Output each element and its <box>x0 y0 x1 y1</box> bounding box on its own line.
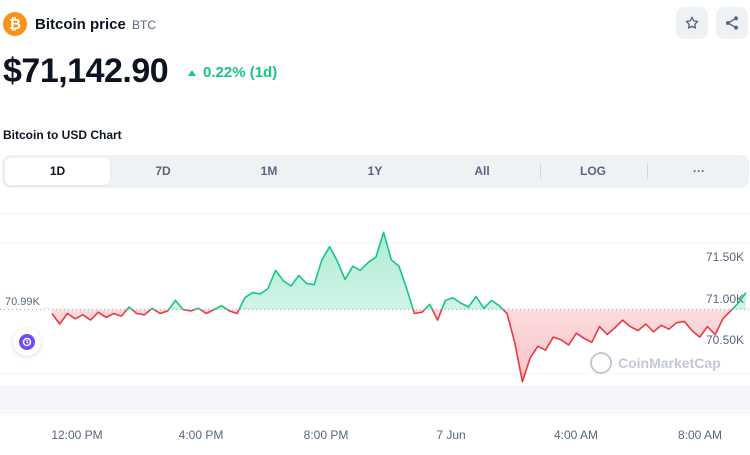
coinmarketcap-logo-icon <box>590 352 612 374</box>
star-icon <box>685 16 699 29</box>
reference-price-label: 70.99K <box>3 296 42 308</box>
history-icon <box>19 334 35 350</box>
up-triangle-icon <box>188 69 196 76</box>
x-tick-label: 4:00 AM <box>553 428 599 442</box>
tab-log[interactable]: LOG <box>580 164 606 178</box>
tab-divider <box>647 164 648 179</box>
tab-7d[interactable]: 7D <box>155 164 171 178</box>
price-change: 0.22% (1d) <box>188 64 277 81</box>
x-tick-label: 7 Jun <box>436 428 466 442</box>
y-tick-label: 71.00K <box>706 292 745 306</box>
tab-1y[interactable]: 1Y <box>367 164 383 178</box>
share-icon <box>726 16 738 30</box>
y-tick-label: 70.50K <box>706 333 745 347</box>
coinmarketcap-watermark: CoinMarketCap <box>590 352 721 374</box>
area-below-baseline <box>52 309 746 382</box>
price-chart-svg <box>0 213 750 413</box>
tab-1m[interactable]: 1M <box>260 164 278 178</box>
coin-title: Bitcoin price BTC <box>35 16 156 33</box>
coin-name: Bitcoin price <box>35 16 126 33</box>
range-selector: 1D 7D 1M 1Y All LOG ··· <box>2 155 749 188</box>
share-button[interactable] <box>716 7 748 39</box>
bitcoin-logo-icon: ₿ <box>3 12 27 36</box>
x-tick-label: 12:00 PM <box>51 428 103 442</box>
x-tick-label: 8:00 AM <box>677 428 723 442</box>
more-options-button[interactable]: ··· <box>693 164 705 178</box>
area-above-baseline <box>126 232 746 310</box>
watchlist-star-button[interactable] <box>676 7 708 39</box>
x-tick-label: 4:00 PM <box>178 428 224 442</box>
tab-divider <box>540 164 541 179</box>
chart-title: Bitcoin to USD Chart <box>3 128 122 142</box>
series-line-down <box>51 309 733 383</box>
y-tick-label: 71.50K <box>706 250 745 264</box>
price-chart[interactable] <box>0 200 750 455</box>
tab-1d[interactable]: 1D <box>5 158 110 185</box>
history-button[interactable] <box>13 328 41 356</box>
price-change-value: 0.22% (1d) <box>203 64 278 81</box>
x-tick-label: 8:00 PM <box>303 428 349 442</box>
chart-bottom-border <box>0 412 750 413</box>
series-line-up <box>125 231 747 310</box>
watermark-text: CoinMarketCap <box>618 355 721 371</box>
chart-scroll-band <box>0 386 750 410</box>
coin-header: ₿ Bitcoin price BTC <box>0 0 750 50</box>
current-price: $71,142.90 <box>3 52 169 90</box>
coin-symbol: BTC <box>132 18 157 32</box>
tab-all[interactable]: All <box>474 164 490 178</box>
